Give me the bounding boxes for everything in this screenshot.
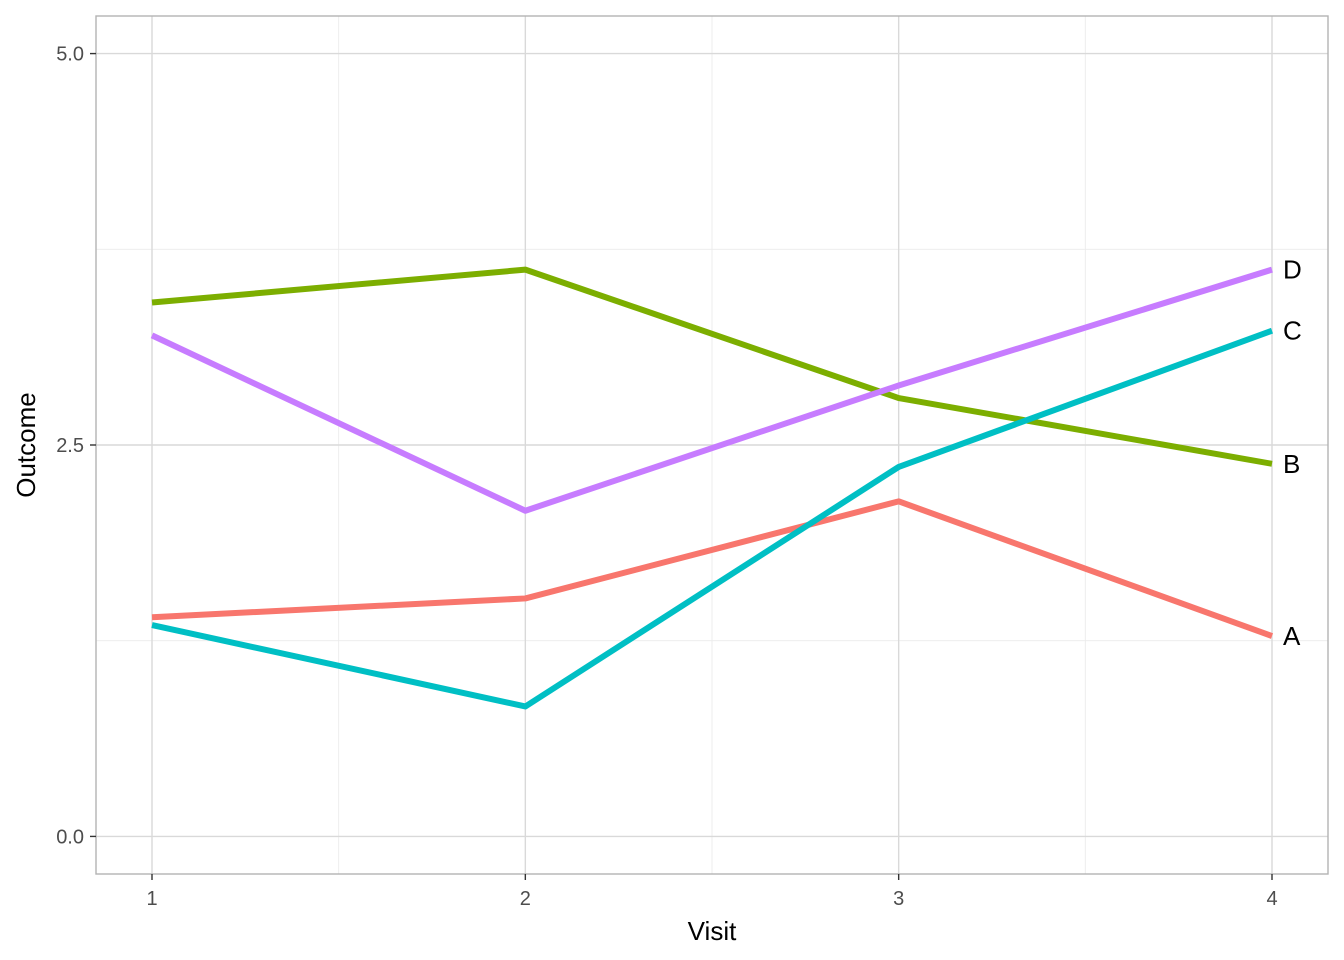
x-tick-label: 2: [520, 888, 531, 910]
y-axis: 0.0 2.5 5.0: [56, 44, 96, 848]
series-label-d: D: [1283, 255, 1302, 285]
x-axis-title: Visit: [688, 916, 737, 946]
x-tick-label: 1: [146, 888, 157, 910]
y-tick-label: 0.0: [56, 826, 84, 848]
x-axis: 1 2 3 4: [146, 874, 1278, 910]
series-label-c: C: [1283, 316, 1302, 346]
series-label-a: A: [1283, 621, 1301, 651]
x-tick-label: 3: [893, 888, 904, 910]
series-end-labels: A B C D: [1283, 255, 1302, 651]
y-tick-label: 2.5: [56, 435, 84, 457]
series-line-d: [150, 266, 1273, 514]
y-tick-label: 5.0: [56, 44, 84, 66]
series-label-b: B: [1283, 449, 1300, 479]
series-lines: [150, 266, 1274, 710]
series-line-b: [151, 266, 1273, 467]
series-line-c: [151, 327, 1274, 710]
y-axis-title: Outcome: [11, 392, 41, 498]
series-line-a: [151, 498, 1274, 639]
x-tick-label: 4: [1266, 888, 1277, 910]
